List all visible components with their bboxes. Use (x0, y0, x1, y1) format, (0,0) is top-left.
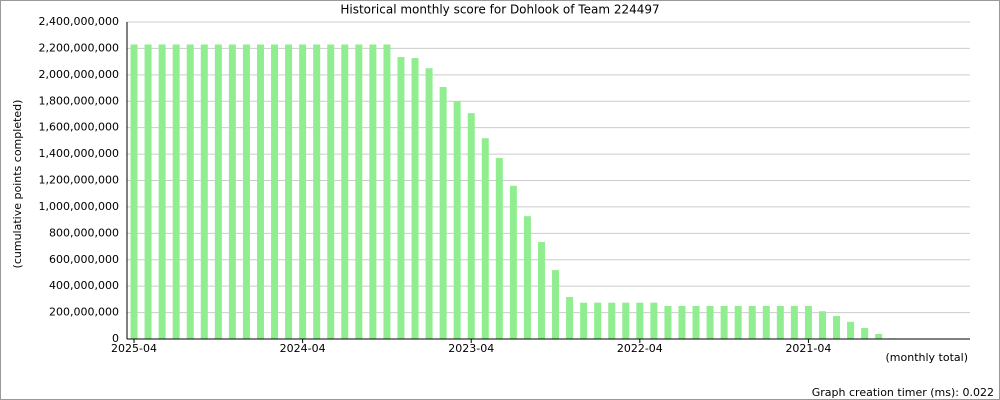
bar (509, 185, 517, 339)
bar (495, 158, 503, 339)
chart-title: Historical monthly score for Dohlook of … (340, 3, 659, 17)
bar (748, 305, 756, 339)
bar (664, 305, 672, 339)
bar (453, 101, 461, 339)
y-tick-label: 1,800,000,000 (39, 94, 119, 107)
x-tick-label: 2023-04 (448, 342, 494, 355)
bar (186, 44, 194, 340)
bar (214, 44, 222, 340)
y-axis-label: (cumulative points completed) (11, 100, 24, 269)
y-tick-label: 2,200,000,000 (39, 41, 119, 54)
bar (804, 305, 812, 339)
bar (130, 44, 138, 340)
bar (341, 44, 349, 340)
bar (734, 305, 742, 339)
footer: Graph creation timer (ms): 0.022 (812, 386, 994, 399)
bar (425, 68, 433, 340)
bar (537, 242, 545, 339)
bar (861, 328, 869, 339)
bar (256, 44, 264, 340)
bar (523, 216, 531, 339)
y-tick-label: 1,200,000,000 (39, 174, 119, 187)
y-tick-label: 1,400,000,000 (39, 147, 119, 160)
bar (552, 270, 560, 339)
bar (833, 316, 841, 339)
y-tick-label: 1,600,000,000 (39, 121, 119, 134)
bar (566, 296, 574, 339)
bar (411, 58, 419, 340)
x-tick-label: 2022-04 (617, 342, 663, 355)
y-tick-label: 0 (112, 332, 119, 345)
y-tick-label: 800,000,000 (49, 226, 119, 239)
bar (383, 44, 391, 340)
bar (355, 44, 363, 340)
bar (594, 302, 602, 339)
bar (776, 305, 784, 339)
x-tick-label: 2024-04 (280, 342, 326, 355)
bar (158, 44, 166, 340)
bar (790, 305, 798, 339)
x-tick-label: 2021-04 (785, 342, 831, 355)
y-tick-label: 200,000,000 (49, 306, 119, 319)
bar (818, 311, 826, 339)
bar (467, 113, 475, 339)
bar (720, 305, 728, 339)
bar (608, 302, 616, 339)
bar (706, 305, 714, 339)
bar (692, 305, 700, 339)
bar (636, 302, 644, 339)
bar (172, 44, 180, 340)
bar (622, 302, 630, 339)
bar (299, 44, 307, 340)
bar (144, 44, 152, 340)
bar (327, 44, 335, 340)
y-tick-label: 600,000,000 (49, 253, 119, 266)
bar (200, 44, 208, 340)
bar (762, 305, 770, 339)
y-tick-label: 2,400,000,000 (39, 15, 119, 28)
x-tick-label: 2025-04 (111, 342, 157, 355)
bar (285, 44, 293, 340)
bar (242, 44, 250, 340)
bar (875, 333, 883, 339)
bar (397, 57, 405, 340)
bar (439, 86, 447, 339)
bar (228, 44, 236, 340)
y-tick-label: 2,000,000,000 (39, 68, 119, 81)
bar (313, 44, 321, 340)
bar (481, 138, 489, 339)
bar (847, 321, 855, 339)
y-tick-label: 400,000,000 (49, 279, 119, 292)
bar (650, 302, 658, 339)
x-note: (monthly total) (886, 351, 969, 364)
bar (369, 44, 377, 340)
bar (271, 44, 279, 340)
bar (580, 302, 588, 339)
bar (678, 305, 686, 339)
y-tick-label: 1,000,000,000 (39, 200, 119, 213)
